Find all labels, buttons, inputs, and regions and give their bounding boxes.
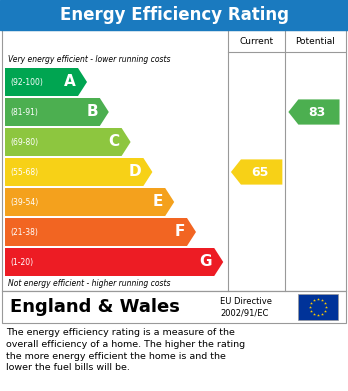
Text: The energy efficiency rating is a measure of the
overall efficiency of a home. T: The energy efficiency rating is a measur… — [6, 328, 245, 372]
Text: Potential: Potential — [295, 36, 335, 45]
Polygon shape — [5, 248, 223, 276]
Text: Very energy efficient - lower running costs: Very energy efficient - lower running co… — [8, 55, 171, 64]
Polygon shape — [5, 188, 174, 216]
Polygon shape — [288, 99, 340, 125]
Text: D: D — [129, 165, 141, 179]
Text: EU Directive: EU Directive — [220, 297, 272, 306]
Text: (55-68): (55-68) — [10, 167, 38, 176]
Polygon shape — [231, 160, 282, 185]
Bar — [2, 291, 346, 323]
Polygon shape — [5, 158, 152, 186]
Text: (1-20): (1-20) — [10, 258, 33, 267]
Text: 65: 65 — [251, 165, 268, 179]
Text: F: F — [175, 224, 185, 240]
Text: (69-80): (69-80) — [10, 138, 38, 147]
Text: G: G — [200, 255, 212, 269]
Polygon shape — [5, 218, 196, 246]
Text: Not energy efficient - higher running costs: Not energy efficient - higher running co… — [8, 280, 171, 289]
Bar — [0, 0, 348, 30]
Text: (21-38): (21-38) — [10, 228, 38, 237]
Text: E: E — [153, 194, 163, 210]
Text: C: C — [109, 135, 120, 149]
Text: England & Wales: England & Wales — [10, 298, 180, 316]
Text: B: B — [86, 104, 98, 120]
Text: Energy Efficiency Rating: Energy Efficiency Rating — [60, 6, 288, 24]
Text: (92-100): (92-100) — [10, 77, 43, 86]
Text: (81-91): (81-91) — [10, 108, 38, 117]
Text: 83: 83 — [308, 106, 326, 118]
Text: 2002/91/EC: 2002/91/EC — [220, 308, 268, 317]
Bar — [2, 30, 346, 291]
Text: A: A — [64, 75, 76, 90]
Bar — [298, 294, 338, 320]
Text: Current: Current — [239, 36, 274, 45]
Polygon shape — [5, 98, 109, 126]
Polygon shape — [5, 68, 87, 96]
Polygon shape — [5, 128, 130, 156]
Text: (39-54): (39-54) — [10, 197, 38, 206]
